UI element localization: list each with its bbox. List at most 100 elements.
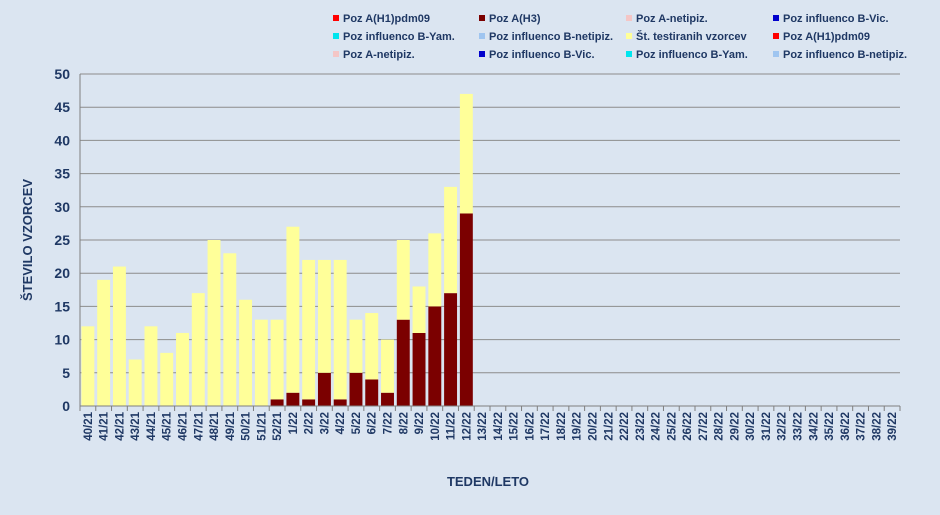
x-tick-label: 46/21	[178, 411, 190, 440]
bar-segment	[191, 293, 205, 406]
x-tick-label: 13/22	[477, 412, 489, 441]
x-tick-label: 16/22	[524, 412, 536, 441]
legend-label: Poz A(H1)pdm09	[783, 31, 870, 43]
bar-segment	[207, 240, 221, 406]
axes: 0 5 10 15 20 25 30 35 40 45 50 40/21 41/21 42/21 43/21…	[54, 66, 901, 441]
x-tick-label: 49/21	[225, 411, 237, 440]
legend-label: Poz influenco B-Vic.	[489, 49, 595, 61]
x-tick-label: 17/22	[540, 412, 552, 441]
x-tick-label: 24/22	[651, 412, 663, 441]
legend-label: Poz influenco B-netipiz.	[783, 49, 907, 61]
x-tick-label: 2/22	[304, 412, 316, 434]
legend-swatch	[333, 15, 339, 21]
y-tick-label: 25	[54, 232, 70, 248]
x-tick-label: 18/22	[556, 412, 568, 441]
bar-segment	[428, 233, 442, 307]
y-tick-label: 35	[54, 166, 70, 182]
bar-segment	[396, 240, 410, 320]
x-tick-label: 28/22	[714, 412, 726, 441]
x-tick-label: 36/22	[840, 412, 852, 441]
x-tick-label: 44/21	[146, 411, 158, 440]
x-tick-label: 19/22	[572, 412, 584, 441]
bar-segment	[349, 372, 363, 406]
bar-segment	[160, 352, 174, 406]
bar-segment	[144, 326, 158, 406]
bar-segment	[396, 319, 410, 406]
bar-segment	[365, 379, 379, 406]
x-tick-label: 31/22	[761, 412, 773, 441]
x-tick-label: 40/21	[83, 411, 95, 440]
legend-label: Poz influenco B-Yam.	[343, 31, 455, 43]
legend: Poz A(H1)pdm09 Poz A(H3) Poz A-netipiz. Poz…	[333, 13, 907, 61]
x-tick-label: 6/22	[367, 412, 379, 434]
bar-segment	[302, 399, 316, 406]
legend-swatch	[626, 33, 632, 39]
legend-swatch	[626, 15, 632, 21]
bar-segment	[444, 293, 458, 406]
y-tick-label: 50	[54, 66, 70, 82]
x-tick-label: 29/22	[729, 412, 741, 441]
legend-label: Poz influenco B-netipiz.	[489, 31, 613, 43]
legend-label: Poz influenco B-Yam.	[636, 49, 748, 61]
legend-swatch	[479, 15, 485, 21]
x-tick-label: 38/22	[871, 412, 883, 441]
x-tick-label: 48/21	[209, 411, 221, 440]
legend-swatch	[479, 33, 485, 39]
x-tick-label: 8/22	[398, 412, 410, 434]
x-tick-label: 3/22	[319, 412, 331, 434]
bars	[81, 93, 473, 406]
x-tick-label: 21/22	[603, 412, 615, 441]
x-tick-label: 35/22	[824, 412, 836, 441]
legend-swatch	[773, 51, 779, 57]
bar-segment	[428, 306, 442, 406]
bar-segment	[381, 392, 394, 406]
y-tick-label: 5	[62, 365, 70, 381]
x-tick-label: 42/21	[114, 411, 126, 440]
bar-segment	[286, 226, 300, 393]
y-tick-label: 45	[54, 99, 70, 115]
bar-segment	[286, 392, 300, 406]
x-tick-label: 33/22	[793, 412, 805, 441]
x-tick-label: 22/22	[619, 412, 631, 441]
bar-segment	[444, 186, 458, 294]
x-tick-label: 39/22	[887, 412, 899, 441]
bar-segment	[302, 259, 316, 400]
x-tick-label: 52/21	[272, 411, 284, 440]
y-tick-label: 0	[62, 398, 70, 414]
legend-label: Poz A-netipiz.	[636, 13, 708, 25]
bar-segment	[223, 253, 237, 406]
x-tick-label: 30/22	[745, 412, 757, 441]
legend-label: Poz A(H1)pdm09	[343, 13, 430, 25]
legend-swatch	[333, 33, 339, 39]
bar-segment	[381, 339, 394, 393]
bar-segment	[254, 319, 268, 406]
bar-segment	[270, 319, 284, 400]
bar-segment	[128, 359, 142, 406]
legend-swatch	[773, 15, 779, 21]
x-tick-label: 14/22	[493, 412, 505, 441]
bar-segment	[81, 326, 95, 406]
legend-label: Poz influenco B-Vic.	[783, 13, 889, 25]
bar-segment	[412, 332, 426, 406]
legend-swatch	[773, 33, 779, 39]
bar-segment	[176, 332, 189, 406]
y-tick-label: 15	[54, 298, 70, 314]
bar-segment	[317, 372, 331, 406]
legend-label: Poz A-netipiz.	[343, 49, 415, 61]
bar-segment	[112, 266, 126, 406]
x-tick-label: 9/22	[414, 412, 426, 434]
bar-segment	[239, 299, 253, 406]
x-tick-label: 47/21	[193, 411, 205, 440]
x-tick-label: 11/22	[446, 412, 458, 440]
x-tick-label: 7/22	[383, 412, 395, 434]
x-tick-label: 32/22	[777, 412, 789, 441]
bar-segment	[459, 93, 473, 214]
bar-segment	[317, 259, 331, 373]
x-axis-title: TEDEN/LETO	[447, 474, 529, 489]
bar-segment	[333, 399, 347, 406]
y-tick-label: 20	[54, 265, 70, 281]
bar-segment	[270, 399, 284, 406]
legend-swatch	[626, 51, 632, 57]
legend-label: Št. testiranih vzorcev	[636, 30, 748, 43]
